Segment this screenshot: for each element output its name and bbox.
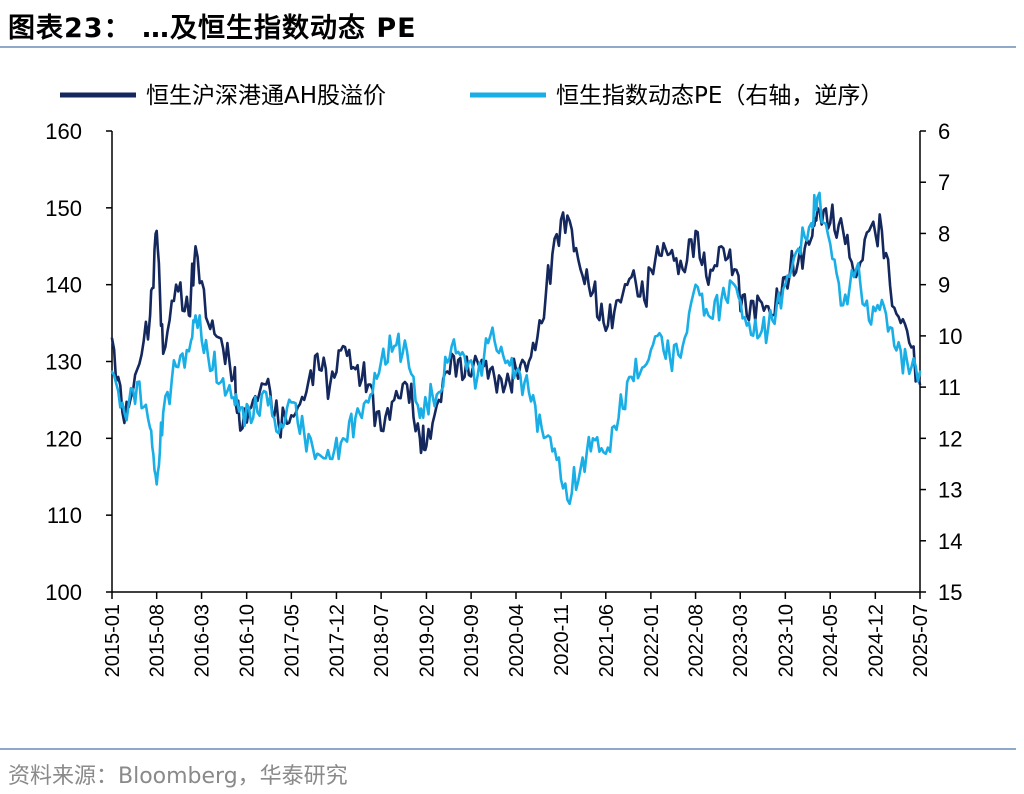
y-right-tick-label: 8 (938, 221, 950, 246)
x-tick-label: 2017-05 (281, 604, 303, 677)
y-right-tick-label: 7 (938, 170, 950, 195)
y-right-tick-label: 10 (938, 324, 962, 349)
y-right-tick-label: 9 (938, 273, 950, 298)
y-right-tick-label: 12 (938, 426, 962, 451)
x-tick-label: 2025-07 (910, 604, 932, 677)
x-tick-label: 2017-12 (326, 604, 348, 677)
x-tick-label: 2023-03 (730, 604, 752, 677)
footer-divider (0, 748, 1016, 750)
x-tick-label: 2016-03 (192, 604, 214, 677)
x-tick-label: 2015-08 (147, 604, 169, 677)
y-left-tick-label: 100 (45, 580, 82, 605)
x-tick-label: 2022-01 (641, 604, 663, 677)
title-divider (0, 46, 1016, 48)
legend-label-ah-premium: 恒生沪深港通AH股溢价 (146, 83, 386, 109)
x-tick-label: 2020-11 (551, 604, 573, 676)
y-right-tick-label: 6 (938, 119, 950, 144)
chart-legend: 恒生沪深港通AH股溢价 恒生指数动态PE（右轴，逆序） (60, 83, 883, 109)
chart-title: 图表23： …及恒生指数动态 PE (8, 13, 417, 44)
y-left-tick-label: 120 (45, 426, 82, 451)
x-tick-label: 2024-12 (865, 604, 887, 677)
y-right-tick-label: 11 (938, 375, 961, 400)
x-tick-label: 2021-06 (596, 604, 618, 677)
x-tick-label: 2018-07 (371, 604, 393, 677)
source-note: 资料来源：Bloomberg，华泰研究 (8, 764, 348, 789)
y-left-tick-label: 110 (47, 503, 82, 528)
chart-series (110, 191, 922, 506)
y-right-tick-label: 14 (938, 529, 962, 554)
x-tick-label: 2023-10 (775, 604, 797, 677)
y-left-tick-label: 140 (45, 273, 82, 298)
x-tick-label: 2020-04 (506, 604, 528, 677)
y-left-tick-label: 130 (45, 350, 82, 375)
legend-label-hsi-pe: 恒生指数动态PE（右轴，逆序） (556, 83, 883, 109)
x-tick-label: 2022-08 (686, 604, 708, 677)
chart-axes: 100 110 120 130 140 150 160 6 7 8 9 10 11 12 13 14 15 201… (45, 119, 962, 677)
series-line-hsi-pe (110, 191, 922, 506)
x-tick-label: 2016-10 (237, 604, 259, 677)
series-line-ah-premium (110, 203, 922, 455)
x-tick-label: 2019-09 (461, 604, 483, 677)
y-left-tick-label: 150 (45, 196, 82, 221)
x-tick-label: 2024-05 (820, 604, 842, 677)
y-right-tick-label: 13 (938, 478, 962, 503)
y-left-tick-label: 160 (45, 119, 82, 144)
x-tick-label: 2015-01 (102, 604, 124, 677)
x-tick-label: 2019-02 (416, 604, 438, 677)
y-right-tick-label: 15 (938, 580, 962, 605)
line-chart: 恒生沪深港通AH股溢价 恒生指数动态PE（右轴，逆序） 1001101201301… (45, 83, 962, 677)
